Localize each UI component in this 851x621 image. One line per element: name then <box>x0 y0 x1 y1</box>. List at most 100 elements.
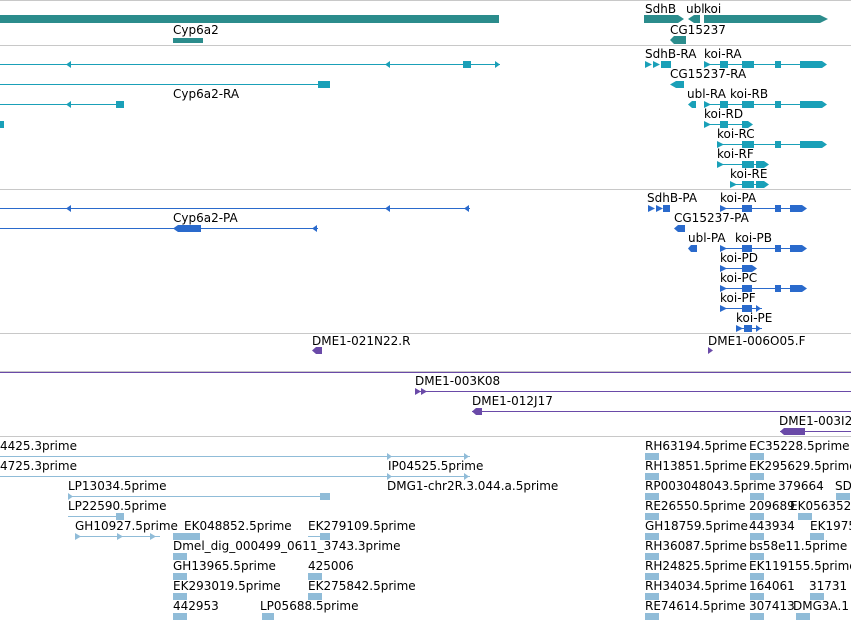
est-feature[interactable] <box>645 493 850 500</box>
transcript-track <box>0 61 827 188</box>
gene-feature[interactable] <box>688 15 700 23</box>
est-feature[interactable] <box>645 573 764 580</box>
est-track <box>0 453 850 620</box>
transcript-feature[interactable] <box>730 181 769 188</box>
protein-label: koi-PF <box>720 291 756 305</box>
protein-feature[interactable] <box>0 205 470 212</box>
est-label: EK048852.5prime <box>184 519 292 533</box>
clone-label: DME1-003I2 <box>779 414 851 428</box>
est-label: EK293019.5prime <box>173 579 281 593</box>
est-feature[interactable] <box>308 573 322 580</box>
est-label: Dmel_dig_000499_0611_3743.3prime <box>173 539 401 553</box>
transcript-feature[interactable] <box>0 81 330 88</box>
gene-feature[interactable] <box>670 36 686 44</box>
transcript-feature[interactable] <box>688 101 696 108</box>
protein-feature[interactable] <box>0 225 318 232</box>
gene-label: SdhB <box>645 2 676 16</box>
transcript-label: koi-RB <box>730 87 768 101</box>
transcript-label: CG15237-RA <box>670 67 747 81</box>
protein-feature[interactable] <box>720 205 807 212</box>
est-label: 442953 <box>173 599 219 613</box>
est-label: EK275842.5prime <box>308 579 416 593</box>
clone-label: DME1-003K08 <box>415 374 500 388</box>
est-label: 307413 <box>749 599 795 613</box>
protein-label: koi-PE <box>736 311 772 325</box>
protein-feature[interactable] <box>674 225 685 232</box>
est-label: DMG1-chr2R.3.044.a.5prime <box>387 479 558 493</box>
protein-feature[interactable] <box>720 285 807 292</box>
est-label: RH63194.5prime <box>645 439 747 453</box>
est-label: EC35228.5prime <box>749 439 850 453</box>
clone-feature[interactable] <box>415 388 851 395</box>
est-feature[interactable] <box>75 533 160 540</box>
est-feature[interactable] <box>173 553 187 560</box>
protein-feature[interactable] <box>720 245 807 252</box>
est-label: 379664 <box>778 479 824 493</box>
gene-feature[interactable] <box>704 15 828 23</box>
est-label: EK119155.5prime <box>749 559 851 573</box>
est-feature[interactable] <box>262 613 274 620</box>
transcript-feature[interactable] <box>717 161 769 168</box>
est-feature[interactable] <box>0 473 470 480</box>
est-label: RE26550.5prime <box>645 499 746 513</box>
est-feature[interactable] <box>173 573 187 580</box>
transcript-label: koi-RD <box>704 107 743 121</box>
est-label: 31731 <box>809 579 847 593</box>
clone-label: DME1-006O05.F <box>708 334 806 348</box>
transcript-feature[interactable] <box>704 121 753 128</box>
gene-feature[interactable] <box>173 38 203 43</box>
transcript-feature[interactable] <box>670 81 684 88</box>
est-feature[interactable] <box>68 513 124 520</box>
transcript-label: ubl-RA <box>687 87 727 101</box>
est-feature[interactable] <box>173 533 200 540</box>
protein-feature[interactable] <box>736 325 762 332</box>
protein-feature[interactable] <box>688 245 697 252</box>
est-feature[interactable] <box>645 513 812 520</box>
protein-feature[interactable] <box>648 205 670 212</box>
clone-feature[interactable] <box>472 408 851 415</box>
clone-feature[interactable] <box>780 428 851 435</box>
est-feature[interactable] <box>308 533 330 540</box>
transcript-feature[interactable] <box>704 61 827 68</box>
est-label: LP05688.5prime <box>260 599 359 613</box>
clone-feature[interactable] <box>312 347 322 354</box>
gene-label: koi <box>704 2 721 16</box>
protein-label: Cyp6a2-PA <box>173 211 239 225</box>
est-feature[interactable] <box>645 533 824 540</box>
est-label: EK295629.5prime <box>749 459 851 473</box>
est-feature[interactable] <box>173 613 187 620</box>
protein-feature[interactable] <box>720 265 757 272</box>
est-label: bs58e11.5prime <box>749 539 847 553</box>
est-feature[interactable] <box>645 553 764 560</box>
est-feature[interactable] <box>645 613 810 620</box>
gene-track <box>0 15 828 44</box>
est-feature[interactable] <box>645 453 764 460</box>
est-label: 4425.3prime <box>0 439 77 453</box>
transcript-feature[interactable] <box>0 121 4 128</box>
est-label: RH13851.5prime <box>645 459 747 473</box>
transcript-feature[interactable] <box>717 141 827 148</box>
transcript-feature[interactable] <box>645 61 671 68</box>
gene-feature[interactable] <box>0 15 499 23</box>
gene-label: Cyp6a2 <box>173 23 219 37</box>
transcript-feature[interactable] <box>0 101 124 108</box>
transcript-label: koi-RE <box>730 167 767 181</box>
clone-feature[interactable] <box>708 347 713 354</box>
est-feature[interactable] <box>308 593 322 600</box>
est-feature[interactable] <box>68 493 330 500</box>
transcript-feature[interactable] <box>704 101 827 108</box>
gene-feature[interactable] <box>644 15 684 23</box>
protein-label: koi-PA <box>720 191 757 205</box>
protein-feature[interactable] <box>720 305 762 312</box>
est-label: EK1975 <box>810 519 851 533</box>
transcript-feature[interactable] <box>0 61 500 68</box>
est-feature[interactable] <box>0 453 470 460</box>
est-label: 443934 <box>749 519 795 533</box>
est-label: RH36087.5prime <box>645 539 747 553</box>
est-feature[interactable] <box>645 593 824 600</box>
clone-label: DME1-012J17 <box>472 394 553 408</box>
est-feature[interactable] <box>173 593 187 600</box>
gene-labels: SdhB ubl koi Cyp6a2 CG15237 <box>173 2 726 37</box>
est-feature[interactable] <box>645 473 764 480</box>
